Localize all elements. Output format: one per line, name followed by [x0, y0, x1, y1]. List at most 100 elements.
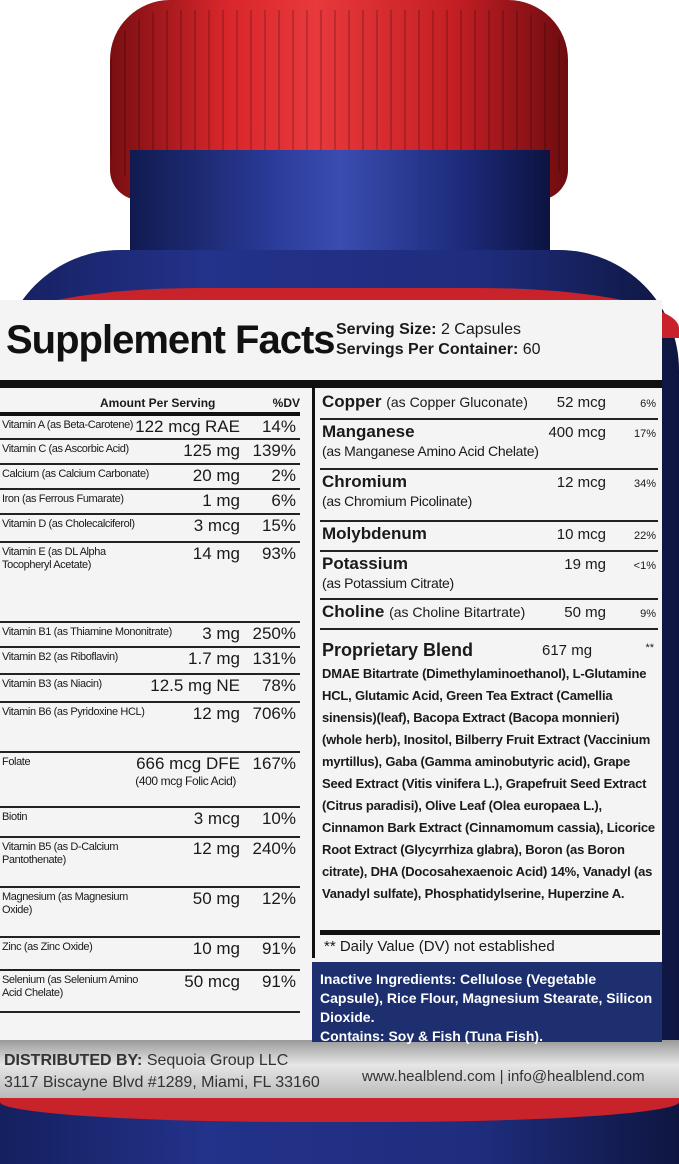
website-contact: www.healblend.com | info@healblend.com: [362, 1068, 645, 1085]
nutrient-row: Vitamin E (as DL Alpha Tocopheryl Acetat…: [0, 543, 300, 623]
nutrient-row: Potassium (as Potassium Citrate) 19 mg <1%: [320, 552, 658, 600]
serving-size-label: Serving Size:: [336, 321, 437, 338]
nutrient-amount: 3 mg: [202, 624, 240, 643]
nutrient-name: Choline: [322, 602, 385, 621]
nutrient-name: Vitamin D (as Cholecalciferol): [2, 518, 135, 530]
divider: [320, 930, 660, 935]
dv-header: %DV: [272, 396, 300, 410]
nutrient-name: Biotin: [2, 811, 28, 823]
nutrient-dv: 78%: [261, 676, 296, 695]
address: 3117 Biscayne Blvd #1289, Miami, FL 3316…: [4, 1074, 320, 1091]
nutrient-amount-note: (400 mcg Folic Acid): [135, 774, 236, 788]
gray-band: [0, 1040, 679, 1102]
servings-label: Servings Per Container:: [336, 341, 519, 358]
distributor-info: DISTRIBUTED BY: Sequoia Group LLC 3117 B…: [4, 1050, 320, 1094]
nutrient-amount: 50 mcg: [184, 972, 240, 991]
blend-dv: **: [645, 642, 654, 654]
amount-header: Amount Per Serving: [100, 396, 216, 410]
blend-name: Proprietary Blend: [322, 640, 474, 660]
nutrient-row: Magnesium (as Magnesium Oxide) 50 mg 12%: [0, 888, 300, 938]
nutrient-name-group: Potassium: [322, 554, 408, 573]
nutrient-amount: 50 mg: [564, 604, 606, 621]
nutrient-name: Potassium: [322, 554, 408, 573]
nutrient-name: Copper: [322, 392, 382, 411]
nutrient-row: Chromium (as Chromium Picolinate) 12 mcg 34…: [320, 470, 658, 522]
nutrient-amount: 666 mcg DFE: [136, 754, 240, 773]
nutrient-row: Molybdenum 10 mcg 22%: [320, 522, 658, 552]
nutrient-amount: 50 mg: [192, 889, 240, 908]
nutrient-row: Calcium (as Calcium Carbonate) 20 mg 2%: [0, 465, 300, 490]
nutrient-row: Vitamin B3 (as Niacin) 12.5 mg NE 78%: [0, 675, 300, 703]
nutrient-dv: 240%: [252, 839, 296, 858]
nutrient-dv: <1%: [633, 560, 656, 572]
right-nutrient-table: Copper (as Copper Gluconate) 52 mcg 6% Mang…: [320, 390, 658, 630]
inactive-ingredients: Inactive Ingredients: Cellulose (Vegetab…: [320, 971, 653, 1025]
nutrient-dv: 34%: [633, 478, 656, 490]
left-table-header: Amount Per Serving %DV: [100, 396, 300, 410]
nutrient-dv: 15%: [261, 516, 296, 535]
nutrient-source: (as Manganese Amino Acid Chelate): [322, 443, 539, 459]
nutrient-name: Molybdenum: [322, 524, 427, 543]
nutrient-row: Zinc (as Zinc Oxide) 10 mg 91%: [0, 938, 300, 971]
nutrient-dv: 131%: [252, 649, 296, 668]
left-nutrient-table: Vitamin A (as Beta-Carotene) 122 mcg RAE 1…: [0, 416, 300, 1013]
blend-amount: 617 mg: [542, 642, 593, 659]
nutrient-row: Vitamin B1 (as Thiamine Mononitrate) 3 mg…: [0, 623, 300, 648]
nutrient-name: Zinc (as Zinc Oxide): [2, 941, 93, 953]
serving-info: Serving Size: 2 Capsules Servings Per Co…: [336, 320, 541, 360]
nutrient-name: Vitamin B2 (as Riboflavin): [2, 651, 118, 663]
nutrient-name-group: Manganese: [322, 422, 415, 441]
nutrient-name: Vitamin A (as Beta-Carotene): [2, 419, 134, 431]
nutrient-amount: 12 mcg: [556, 474, 606, 491]
divider: [0, 380, 662, 388]
nutrient-dv: 6%: [640, 398, 656, 410]
supplement-label: [0, 300, 662, 1045]
nutrient-row: Choline (as Choline Bitartrate) 50 mg 9%: [320, 600, 658, 630]
nutrient-dv: 167%: [252, 754, 296, 773]
nutrient-amount: 12.5 mg NE: [150, 676, 240, 695]
distributed-label: DISTRIBUTED BY:: [4, 1052, 143, 1069]
nutrient-name: Folate: [2, 756, 31, 768]
nutrient-row: Manganese (as Manganese Amino Acid Chelat…: [320, 420, 658, 470]
distributor: Sequoia Group LLC: [146, 1052, 289, 1069]
nutrient-name-group: Choline (as Choline Bitartrate): [322, 602, 525, 622]
nutrient-name-group: Molybdenum: [322, 524, 427, 543]
nutrient-source: (as Potassium Citrate): [322, 575, 454, 591]
nutrient-dv: 139%: [252, 441, 296, 460]
nutrient-name: Vitamin E (as DL Alpha Tocopheryl Acetat…: [2, 546, 106, 571]
nutrient-amount: 1.7 mg: [188, 649, 240, 668]
nutrient-amount: 122 mcg RAE: [135, 417, 240, 436]
nutrient-source: (as Copper Gluconate): [386, 394, 528, 410]
nutrient-amount: 10 mg: [192, 939, 240, 958]
nutrient-row: Folate 666 mcg DFE 167% (400 mcg Folic Acid…: [0, 753, 300, 808]
nutrient-name-group: Chromium: [322, 472, 407, 491]
nutrient-name: Chromium: [322, 472, 407, 491]
nutrient-name: Calcium (as Calcium Carbonate): [2, 468, 149, 480]
allergen-contains: Contains: Soy & Fish (Tuna Fish).: [320, 1028, 543, 1044]
nutrient-amount: 400 mcg: [548, 424, 606, 441]
nutrient-row: Selenium (as Selenium Amino Acid Chelate…: [0, 971, 300, 1013]
nutrient-name: Vitamin C (as Ascorbic Acid): [2, 443, 129, 455]
nutrient-amount: 3 mcg: [193, 809, 240, 828]
column-divider: [312, 388, 315, 958]
nutrient-source: (as Choline Bitartrate): [389, 604, 526, 620]
nutrient-source: (as Chromium Picolinate): [322, 493, 472, 509]
nutrient-name: Manganese: [322, 422, 415, 441]
nutrient-amount: 19 mg: [564, 556, 606, 573]
nutrient-name-group: Copper (as Copper Gluconate): [322, 392, 528, 412]
nutrient-amount: 14 mg: [192, 544, 240, 563]
serving-size: 2 Capsules: [440, 321, 521, 338]
nutrient-row: Vitamin B5 (as D-Calcium Pantothenate) 12…: [0, 838, 300, 888]
nutrient-name: Iron (as Ferrous Fumarate): [2, 493, 124, 505]
nutrient-dv: 91%: [261, 972, 296, 991]
footnote: ** Daily Value (DV) not established: [324, 938, 555, 955]
nutrient-dv: 6%: [271, 491, 296, 510]
nutrient-dv: 17%: [633, 428, 656, 440]
nutrient-amount: 3 mcg: [193, 516, 240, 535]
nutrient-row: Vitamin B2 (as Riboflavin) 1.7 mg 131%: [0, 648, 300, 675]
nutrient-dv: 10%: [261, 809, 296, 828]
nutrient-row: Biotin 3 mcg 10%: [0, 808, 300, 838]
nutrient-name: Vitamin B5 (as D-Calcium Pantothenate): [2, 841, 119, 866]
nutrient-amount: 10 mcg: [556, 526, 606, 543]
nutrient-row: Vitamin D (as Cholecalciferol) 3 mcg 15%: [0, 515, 300, 543]
